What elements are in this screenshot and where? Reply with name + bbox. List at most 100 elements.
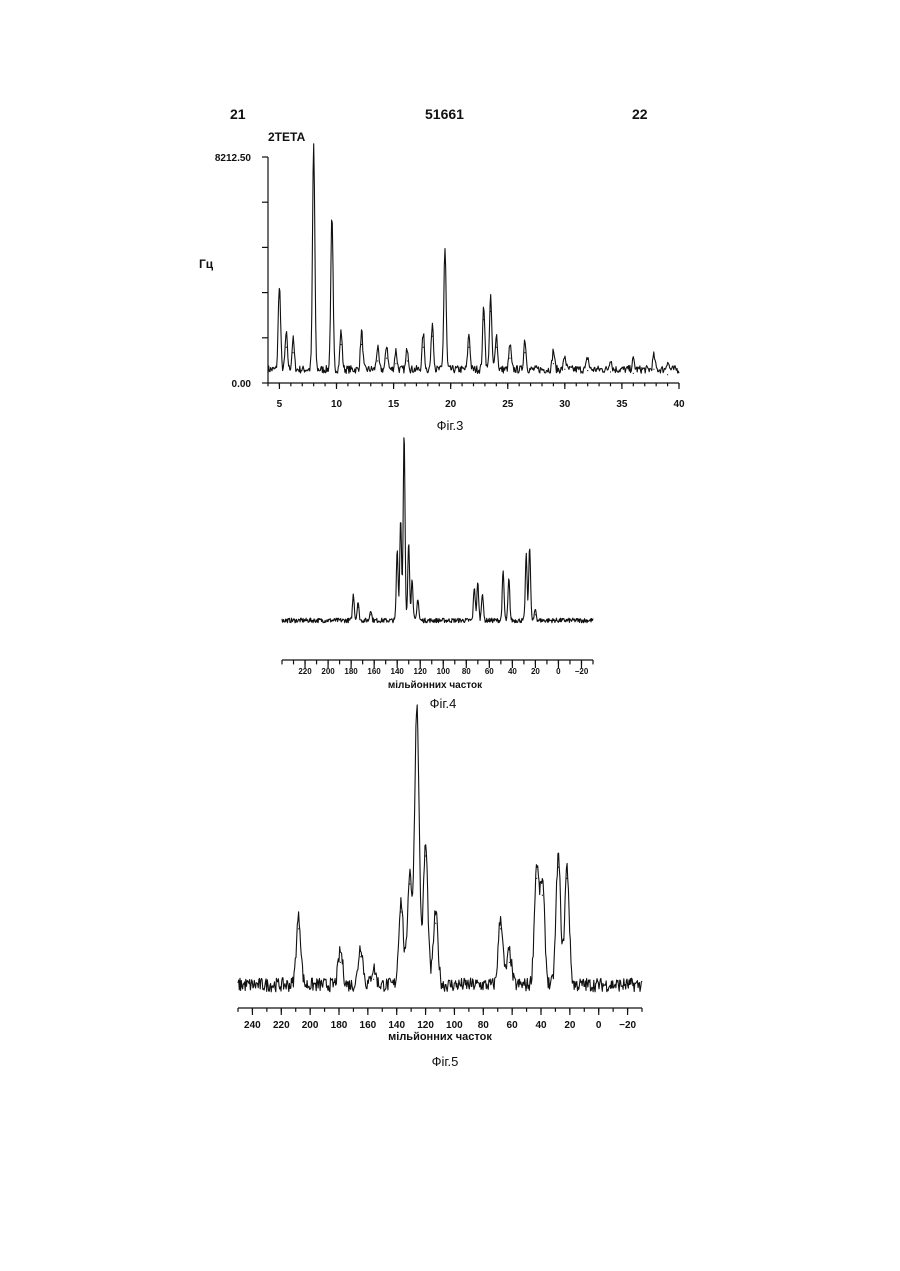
figure-5-x-tick-label-7: 100: [446, 1020, 463, 1031]
figure-5-x-tick-label-6: 120: [417, 1020, 434, 1031]
figure-3-x-tick-label-0: 5: [277, 399, 283, 410]
figure-3-peak-3: [313, 156, 314, 157]
figure-5-peak-8: [435, 923, 436, 924]
figure-3-y-min-label: 0.00: [232, 379, 252, 390]
figure-5-caption: Фіг.5: [432, 1054, 459, 1069]
figure-4-peak-14: [526, 560, 527, 561]
figure-5-nmr-spectrum: мільйонних часток Фіг.5 2402202001801601…: [238, 705, 642, 1069]
figure-3-peak-4: [331, 231, 332, 232]
figure-4-x-tick-label-8: 60: [485, 667, 494, 676]
figure-4-nmr-spectrum: мільйонних часток Фіг.4 2202001801601401…: [282, 438, 593, 711]
figure-3-peak-21: [564, 369, 565, 370]
figure-3-x-axis-label: 2ТЕТА: [268, 130, 306, 144]
figure-4-x-tick-label-5: 120: [414, 667, 428, 676]
figure-4-x-tick-label-11: 0: [556, 667, 561, 676]
figure-3-x-tick-label-1: 10: [331, 399, 343, 410]
figure-4-peak-11: [482, 598, 483, 599]
figure-5-x-tick-label-9: 60: [507, 1020, 519, 1031]
figure-4-peak-1: [357, 607, 358, 608]
figure-5-x-tick-label-1: 220: [273, 1020, 290, 1031]
figure-4-peak-12: [503, 577, 504, 578]
figure-5-x-tick-label-5: 140: [388, 1020, 405, 1031]
figure-5-peak-4: [400, 911, 401, 912]
figure-5-peak-3: [373, 979, 374, 980]
figure-5-x-tick-label-4: 160: [360, 1020, 377, 1031]
figure-4-peak-5: [404, 439, 405, 440]
figure-4-x-tick-label-6: 100: [437, 667, 451, 676]
figure-3-peak-0: [279, 297, 280, 298]
figure-4-peak-2: [370, 614, 371, 615]
figure-5-x-tick-label-12: 0: [596, 1020, 602, 1031]
figure-5-x-tick-label-11: 20: [564, 1020, 576, 1031]
figure-4-peak-0: [353, 599, 354, 600]
figure-3-y-max-label: 8212.50: [215, 153, 252, 164]
figure-5-x-tick-label-3: 180: [331, 1020, 348, 1031]
figure-4-peak-6: [408, 547, 409, 548]
figure-3-peak-9: [395, 363, 396, 364]
figure-4-x-tick-label-0: 220: [298, 667, 312, 676]
figure-3-peak-2: [293, 352, 294, 353]
figure-4-peak-3: [397, 555, 398, 556]
figure-4-peak-8: [417, 603, 418, 604]
figure-5-peak-14: [566, 878, 567, 879]
figure-5-peak-6: [416, 715, 417, 716]
figure-3-caption: Фіг.3: [437, 418, 464, 433]
figure-3-peak-10: [407, 360, 408, 361]
figure-4-peak-4: [400, 523, 401, 524]
figure-5-peak-1: [340, 962, 341, 963]
figure-4-x-tick-label-2: 180: [344, 667, 358, 676]
figure-4-peak-13: [508, 585, 509, 586]
figure-5-peak-7: [425, 855, 426, 856]
figure-3-peak-12: [432, 336, 433, 337]
figure-4-x-tick-label-9: 40: [508, 667, 517, 676]
figure-3-x-tick-label-5: 30: [559, 399, 571, 410]
figure-3-peak-6: [361, 344, 362, 345]
figure-4-trace: [282, 438, 593, 623]
figure-3-peak-14: [468, 347, 469, 348]
figure-4-x-tick-label-4: 140: [391, 667, 405, 676]
figure-5-x-tick-label-0: 240: [244, 1020, 261, 1031]
figure-4-x-tick-label-10: 20: [531, 667, 540, 676]
figure-5-peak-5: [409, 883, 410, 884]
figure-5-peak-11: [536, 878, 537, 879]
figure-4-x-tick-label-3: 160: [367, 667, 381, 676]
figure-4-peak-10: [477, 588, 478, 589]
figure-4-peak-15: [529, 551, 530, 552]
figure-3-peak-24: [633, 373, 634, 374]
figure-3-x-tick-label-4: 25: [502, 399, 514, 410]
figure-3-peak-11: [423, 347, 424, 348]
figure-3-peak-26: [667, 374, 668, 375]
figure-4-x-tick-label-1: 200: [321, 667, 335, 676]
figure-5-peak-12: [542, 895, 543, 896]
figure-5-peak-13: [558, 867, 559, 868]
figure-5-x-tick-label-8: 80: [478, 1020, 490, 1031]
figure-3-peak-25: [653, 369, 654, 370]
figure-3-peak-22: [587, 370, 588, 371]
figure-3-y-axis-label: Гц: [199, 257, 214, 271]
figure-3-peak-18: [509, 358, 510, 359]
figure-3-x-tick-label-3: 20: [445, 399, 457, 410]
figure-3-peak-17: [496, 347, 497, 348]
figure-3-peak-23: [610, 371, 611, 372]
figure-5-peak-9: [500, 928, 501, 929]
figure-3-peak-8: [386, 358, 387, 359]
figure-5-trace: [238, 705, 642, 992]
figure-4-caption: Фіг.4: [430, 696, 457, 711]
figure-3-peak-19: [524, 352, 525, 353]
figure-3-peak-7: [377, 360, 378, 361]
figure-4-peak-7: [412, 585, 413, 586]
figure-5-peak-10: [509, 962, 510, 963]
figure-5-x-tick-label-13: −20: [619, 1020, 636, 1031]
figure-4-peak-16: [535, 614, 536, 615]
figure-3-peak-5: [341, 344, 342, 345]
figure-5-peak-0: [298, 928, 299, 929]
figure-4-x-tick-label-12: −20: [575, 667, 589, 676]
figure-5-x-tick-label-2: 200: [302, 1020, 319, 1031]
figure-5-x-tick-label-10: 40: [535, 1020, 547, 1031]
figure-4-peak-9: [474, 592, 475, 593]
figure-5-peak-2: [360, 956, 361, 957]
figure-3-trace: [268, 144, 679, 374]
figure-3-x-tick-label-7: 40: [673, 399, 685, 410]
figure-4-x-tick-label-7: 80: [462, 667, 471, 676]
